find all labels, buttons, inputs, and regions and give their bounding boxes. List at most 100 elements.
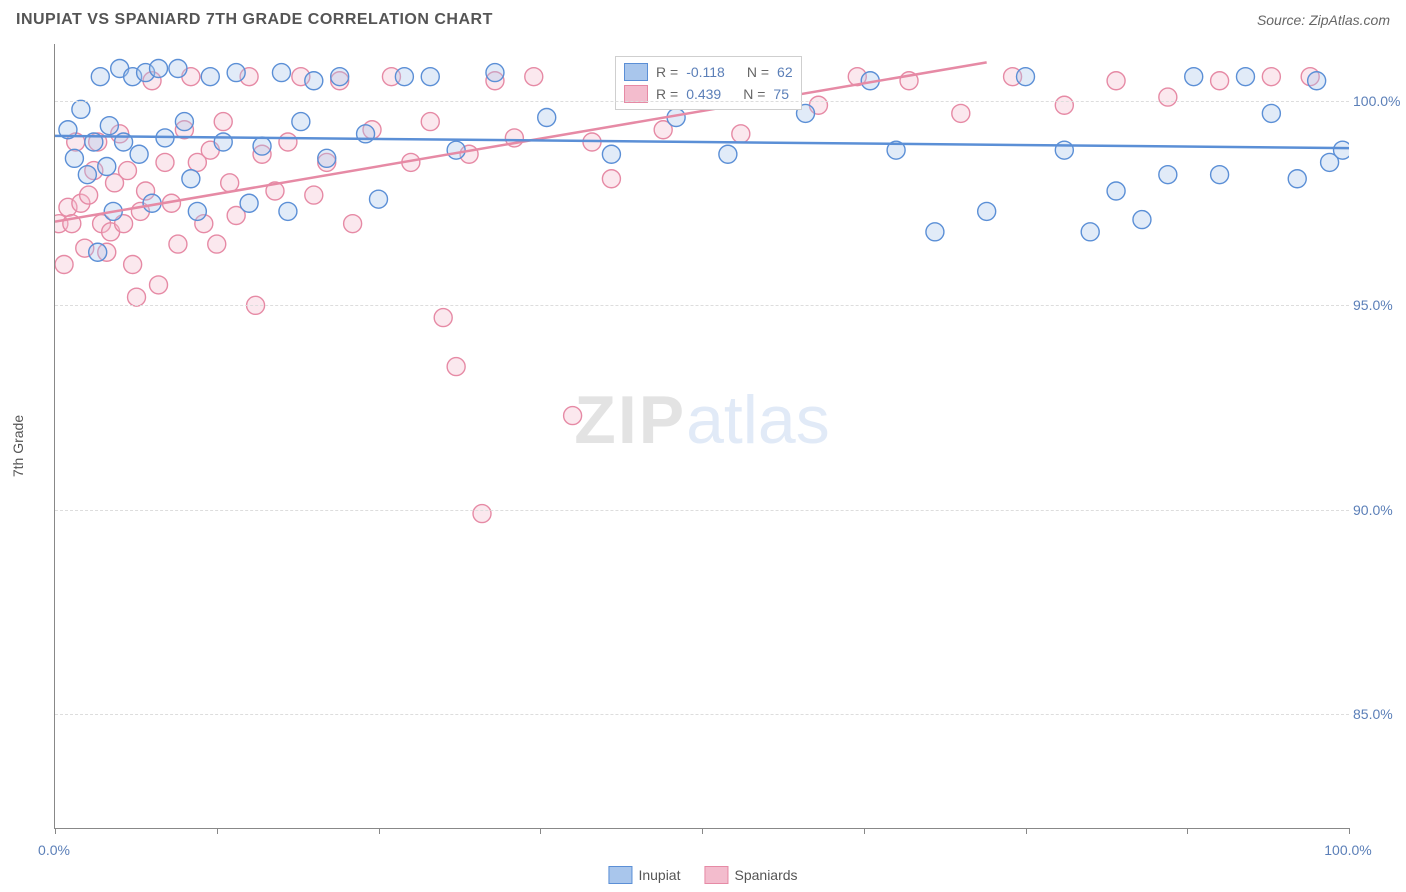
data-point bbox=[305, 72, 323, 90]
y-tick-label: 85.0% bbox=[1353, 706, 1405, 722]
gridline bbox=[55, 305, 1349, 306]
data-point bbox=[318, 149, 336, 167]
x-tick-label: 0.0% bbox=[38, 842, 70, 858]
x-tick bbox=[55, 828, 56, 834]
n-value-spaniards: 75 bbox=[773, 86, 789, 102]
swatch-inupiat-icon bbox=[608, 866, 632, 884]
data-point bbox=[253, 137, 271, 155]
r-value-spaniards: 0.439 bbox=[686, 86, 721, 102]
data-point bbox=[80, 186, 98, 204]
data-point bbox=[357, 125, 375, 143]
data-point bbox=[1017, 68, 1035, 86]
data-point bbox=[331, 68, 349, 86]
gridline bbox=[55, 714, 1349, 715]
data-point bbox=[240, 194, 258, 212]
r-value-inupiat: -0.118 bbox=[686, 64, 725, 80]
data-point bbox=[732, 125, 750, 143]
data-point bbox=[130, 145, 148, 163]
n-value-inupiat: 62 bbox=[777, 64, 793, 80]
data-point bbox=[1159, 166, 1177, 184]
data-point bbox=[1133, 211, 1151, 229]
data-point bbox=[978, 202, 996, 220]
data-point bbox=[78, 166, 96, 184]
data-point bbox=[1055, 96, 1073, 114]
data-point bbox=[124, 256, 142, 274]
data-point bbox=[1159, 88, 1177, 106]
r-label: R = bbox=[656, 86, 678, 102]
series-legend: Inupiat Spaniards bbox=[608, 866, 797, 884]
chart-header: INUPIAT VS SPANIARD 7TH GRADE CORRELATIO… bbox=[0, 0, 1406, 40]
data-point bbox=[486, 64, 504, 82]
data-point bbox=[1211, 166, 1229, 184]
data-point bbox=[525, 68, 543, 86]
data-point bbox=[150, 60, 168, 78]
data-point bbox=[65, 149, 83, 167]
data-point bbox=[1107, 182, 1125, 200]
data-point bbox=[169, 235, 187, 253]
data-point bbox=[214, 113, 232, 131]
data-point bbox=[169, 60, 187, 78]
data-point bbox=[447, 141, 465, 159]
data-point bbox=[421, 113, 439, 131]
scatter-svg bbox=[55, 44, 1349, 828]
data-point bbox=[128, 288, 146, 306]
x-tick bbox=[864, 828, 865, 834]
n-label: N = bbox=[743, 86, 765, 102]
data-point bbox=[344, 215, 362, 233]
data-point bbox=[926, 223, 944, 241]
data-point bbox=[421, 68, 439, 86]
x-tick bbox=[1187, 828, 1188, 834]
data-point bbox=[1211, 72, 1229, 90]
data-point bbox=[305, 186, 323, 204]
data-point bbox=[279, 133, 297, 151]
y-tick-label: 90.0% bbox=[1353, 502, 1405, 518]
y-axis-title: 7th Grade bbox=[10, 415, 26, 477]
data-point bbox=[72, 100, 90, 118]
data-point bbox=[188, 202, 206, 220]
data-point bbox=[214, 133, 232, 151]
x-tick bbox=[379, 828, 380, 834]
data-point bbox=[221, 174, 239, 192]
x-tick bbox=[1026, 828, 1027, 834]
data-point bbox=[98, 158, 116, 176]
swatch-inupiat bbox=[624, 63, 648, 81]
data-point bbox=[55, 256, 73, 274]
data-point bbox=[89, 243, 107, 261]
data-point bbox=[272, 64, 290, 82]
data-point bbox=[100, 117, 118, 135]
data-point bbox=[1081, 223, 1099, 241]
r-label: R = bbox=[656, 64, 678, 80]
data-point bbox=[602, 170, 620, 188]
data-point bbox=[118, 162, 136, 180]
data-point bbox=[434, 309, 452, 327]
data-point bbox=[719, 145, 737, 163]
data-point bbox=[150, 276, 168, 294]
data-point bbox=[279, 202, 297, 220]
x-tick bbox=[1349, 828, 1350, 834]
data-point bbox=[1308, 72, 1326, 90]
gridline bbox=[55, 101, 1349, 102]
data-point bbox=[1262, 104, 1280, 122]
data-point bbox=[227, 64, 245, 82]
data-point bbox=[473, 505, 491, 523]
data-point bbox=[1107, 72, 1125, 90]
trend-line bbox=[55, 136, 1349, 148]
data-point bbox=[208, 235, 226, 253]
n-label: N = bbox=[747, 64, 769, 80]
legend-row-inupiat: R = -0.118 N = 62 bbox=[624, 61, 793, 83]
data-point bbox=[1262, 68, 1280, 86]
data-point bbox=[370, 190, 388, 208]
x-tick bbox=[540, 828, 541, 834]
data-point bbox=[447, 358, 465, 376]
source-attribution: Source: ZipAtlas.com bbox=[1257, 12, 1390, 28]
legend-item-spaniards: Spaniards bbox=[705, 866, 798, 884]
legend-label-spaniards: Spaniards bbox=[735, 867, 798, 883]
data-point bbox=[1288, 170, 1306, 188]
legend-label-inupiat: Inupiat bbox=[638, 867, 680, 883]
x-tick-label: 100.0% bbox=[1324, 842, 1371, 858]
data-point bbox=[602, 145, 620, 163]
data-point bbox=[1236, 68, 1254, 86]
data-point bbox=[1055, 141, 1073, 159]
x-tick bbox=[702, 828, 703, 834]
data-point bbox=[538, 109, 556, 127]
